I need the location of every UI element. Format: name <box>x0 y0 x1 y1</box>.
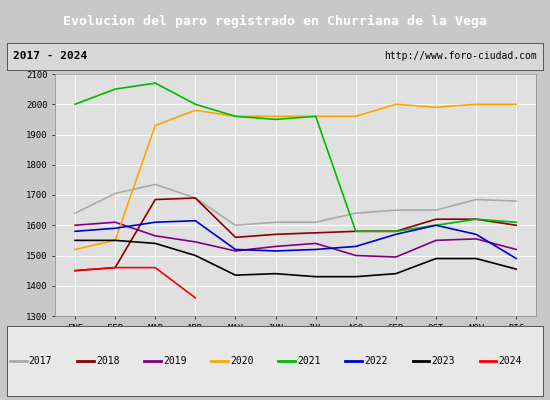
Text: 2019: 2019 <box>163 356 186 366</box>
Text: 2020: 2020 <box>230 356 254 366</box>
Text: 2017 - 2024: 2017 - 2024 <box>13 51 87 61</box>
Text: 2023: 2023 <box>431 356 455 366</box>
Text: Evolucion del paro registrado en Churriana de la Vega: Evolucion del paro registrado en Churria… <box>63 14 487 28</box>
Text: 2017: 2017 <box>29 356 52 366</box>
Text: 2022: 2022 <box>364 356 388 366</box>
Text: http://www.foro-ciudad.com: http://www.foro-ciudad.com <box>384 51 537 61</box>
Text: 2018: 2018 <box>96 356 119 366</box>
Text: 2021: 2021 <box>297 356 321 366</box>
Text: 2024: 2024 <box>498 356 522 366</box>
